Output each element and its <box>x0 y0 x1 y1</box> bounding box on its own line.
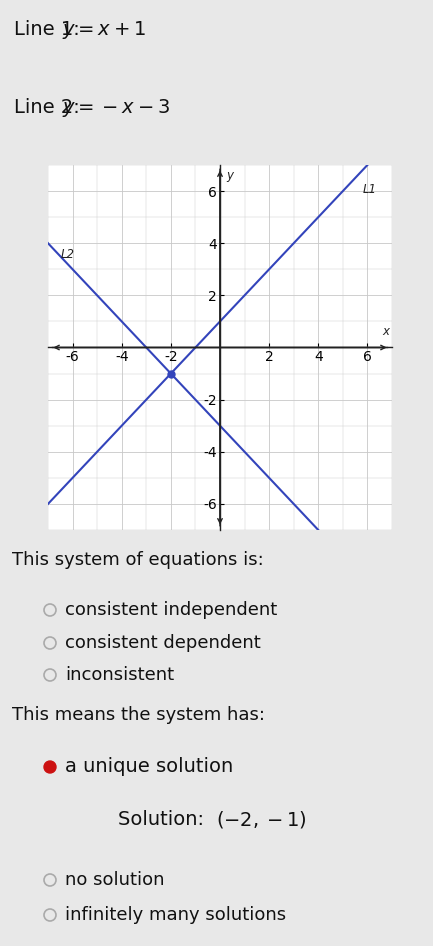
Text: inconsistent: inconsistent <box>65 666 174 684</box>
Circle shape <box>44 761 56 773</box>
Text: Solution:: Solution: <box>118 810 216 829</box>
Text: Line 1:: Line 1: <box>14 20 86 39</box>
Text: $y=x+1$: $y=x+1$ <box>62 19 146 41</box>
Text: $y=-x-3$: $y=-x-3$ <box>62 97 170 119</box>
Text: no solution: no solution <box>65 871 165 889</box>
Text: $(-2,-1)$: $(-2,-1)$ <box>216 809 307 830</box>
Text: consistent independent: consistent independent <box>65 601 277 619</box>
Text: consistent dependent: consistent dependent <box>65 634 261 652</box>
Text: infinitely many solutions: infinitely many solutions <box>65 906 286 924</box>
Text: L2: L2 <box>60 249 74 261</box>
Text: y: y <box>226 169 233 182</box>
Text: This system of equations is:: This system of equations is: <box>12 551 264 569</box>
Text: a unique solution: a unique solution <box>65 757 233 776</box>
Text: x: x <box>382 325 390 339</box>
Text: Line 2:: Line 2: <box>14 98 86 117</box>
Text: L1: L1 <box>362 184 377 196</box>
Text: This means the system has:: This means the system has: <box>12 706 265 724</box>
